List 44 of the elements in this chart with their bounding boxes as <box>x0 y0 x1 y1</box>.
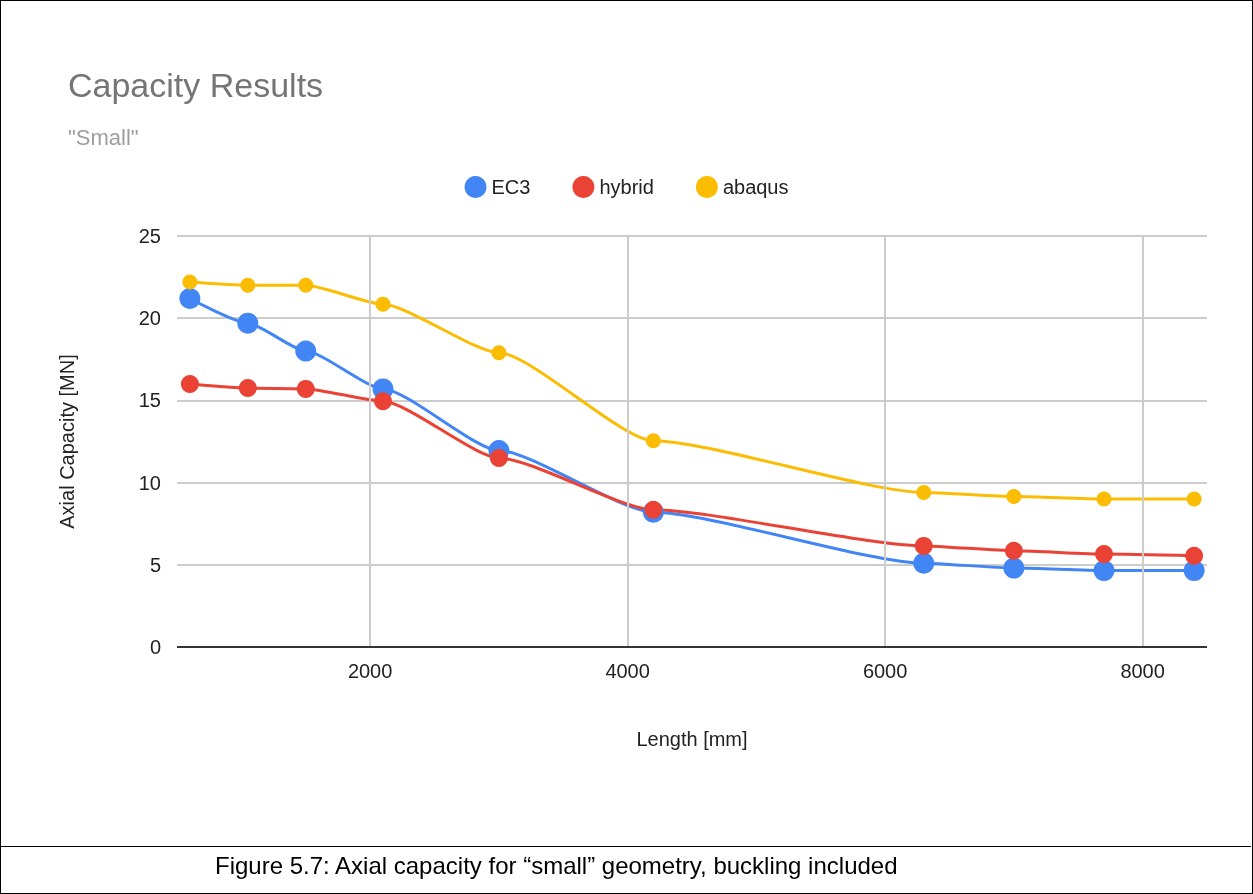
point <box>916 484 932 500</box>
point <box>1093 560 1115 582</box>
y-tick-label: 15 <box>138 389 161 412</box>
x-axis-title: Length [mm] <box>636 728 748 750</box>
point <box>295 340 317 362</box>
x-tick-label: 2000 <box>347 660 393 682</box>
x-tick-label: 4000 <box>605 660 650 682</box>
x-tick-label: 8000 <box>1120 660 1165 682</box>
point <box>182 274 198 290</box>
point <box>375 296 391 312</box>
point <box>1003 557 1025 579</box>
point <box>1006 489 1022 505</box>
y-tick-label: 20 <box>138 307 161 330</box>
point <box>1185 546 1204 565</box>
point <box>491 345 507 361</box>
y-tick-label: 25 <box>138 225 161 247</box>
legend-label: EC3 <box>491 176 531 198</box>
point <box>180 374 199 393</box>
point <box>179 287 201 309</box>
y-axis-title: Axial Capacity [MN] <box>56 354 78 529</box>
point <box>489 448 508 467</box>
y-tick-label: 5 <box>149 553 161 576</box>
chart-subtitle: "Small" <box>68 124 139 150</box>
caption: Figure 5.7: Axial capacity for “small” geometry, buckling included <box>215 852 898 879</box>
point <box>914 536 933 555</box>
y-tick-label: 0 <box>149 636 161 658</box>
point <box>237 312 259 334</box>
point <box>374 392 392 411</box>
legend-label: abaqus <box>722 176 789 198</box>
point <box>298 277 314 293</box>
point <box>296 379 315 398</box>
y-tick-label: 10 <box>138 471 161 494</box>
point <box>240 277 256 293</box>
point <box>1096 491 1112 507</box>
point <box>1095 545 1113 564</box>
x-tick-label: 6000 <box>862 660 908 682</box>
point <box>645 433 661 449</box>
point <box>238 379 257 398</box>
point <box>1186 491 1202 507</box>
point <box>1004 541 1023 560</box>
legend-label: hybrid <box>599 176 654 198</box>
point <box>644 500 663 519</box>
point <box>913 552 935 574</box>
chart-title: Capacity Results <box>68 66 324 104</box>
